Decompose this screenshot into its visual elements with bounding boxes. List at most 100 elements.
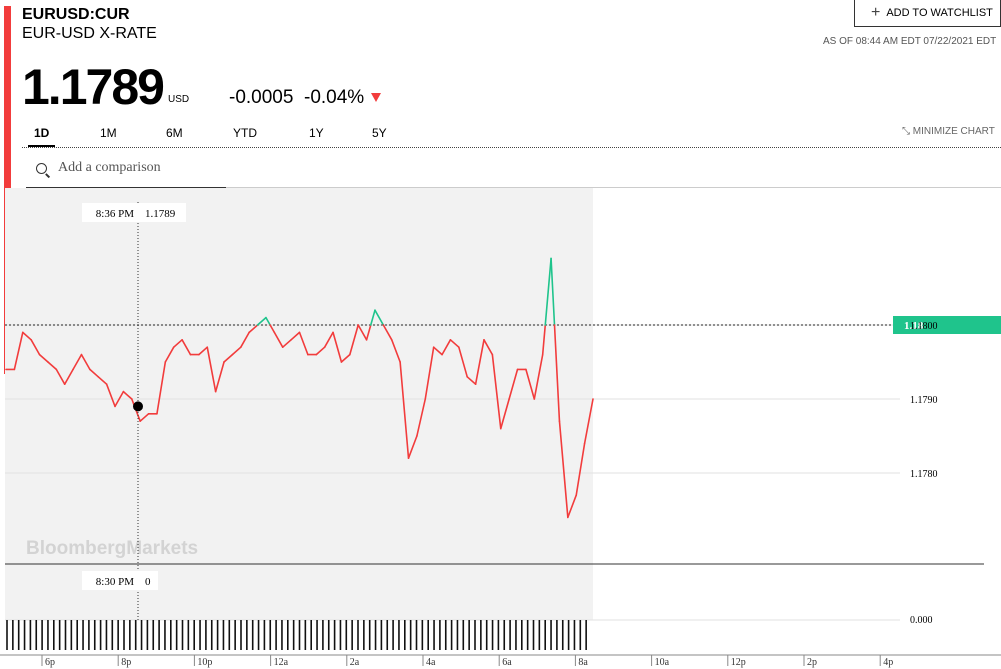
price-segment [533,353,544,400]
volume-tick-label: 0.000 [910,615,933,626]
tab-1y[interactable]: 1Y [309,126,324,140]
price-segment [248,324,259,334]
price-segment [558,420,569,519]
price-segment [80,353,91,371]
tab-ytd[interactable]: YTD [233,126,257,140]
y-tick-label: 1.1780 [910,469,938,480]
price-segment [575,442,586,497]
price-segment [206,346,217,393]
price-segment [223,353,234,363]
price-chart[interactable]: BloombergMarkets 1.18 1.1780 1.1790 1.1800… [0,188,1001,669]
price-segment [441,339,452,356]
minimize-chart-button[interactable]: ⤡ MINIMIZE CHART [902,126,995,137]
x-tick-label: 10p [197,657,212,668]
crosshair-marker [133,401,143,412]
price-segment [290,331,301,341]
price-segment [332,331,343,363]
y-tick-label: 1.1800 [910,321,938,332]
price-segment [416,398,427,437]
price-segment [357,324,368,341]
search-icon [36,163,47,174]
price-segment [567,494,578,519]
price-segment [21,331,32,341]
tab-1m[interactable]: 1M [100,126,117,140]
price-segment [164,346,175,363]
crosshair-tooltip [82,203,186,222]
x-tick-label: 6a [502,657,512,668]
price-segment [365,324,372,341]
price-segment [390,339,401,363]
tooltip-value: 1.1789 [145,208,176,220]
tab-1d[interactable]: 1D [27,126,56,147]
arrow-down-icon [371,93,381,102]
price-segment [30,339,41,356]
price-segment [55,368,66,385]
price-segment [47,361,58,371]
price-segment [483,339,494,356]
price-segment [265,316,271,326]
price-segment [458,346,469,378]
comparison-placeholder: Add a comparison [58,160,161,175]
price-segment [72,353,83,371]
price-segment [583,398,594,445]
x-tick-label: 8p [121,657,131,668]
y-axis: 1.1780 1.1790 1.1800 0.000 [910,321,938,626]
add-to-watchlist-label: ADD TO WATCHLIST [886,7,993,19]
price-segment [13,331,24,371]
x-tick-label: 2p [807,657,817,668]
volume-tooltip [82,571,158,590]
divider [226,187,1001,188]
price-change-percent: -0.04% [304,87,365,108]
price-segment [544,257,552,326]
plus-icon: + [871,4,881,21]
ticker-symbol: EURUSD:CUR [22,6,130,23]
add-to-watchlist-button[interactable]: + ADD TO WATCHLIST [854,0,1001,27]
price-segment [550,257,556,326]
as-of-timestamp: AS OF 08:44 AM EDT 07/22/2021 EDT [823,36,997,47]
price-segment [181,339,192,356]
price-segment [424,346,435,400]
price-segment [38,353,49,363]
price-segment [432,346,443,356]
y-tick-label: 1.1790 [910,395,938,406]
last-price: 1.1789 [22,59,165,115]
price-segment [156,361,167,415]
minimize-chart-label: MINIMIZE CHART [912,126,995,137]
price-segment [499,398,510,430]
price-segment [273,331,284,348]
comparison-search[interactable]: Add a comparison [26,152,226,188]
tooltip-time: 8:36 PM [96,208,134,220]
price-segment [541,324,547,356]
price-segment [114,390,125,408]
price-segment [340,353,351,363]
current-price-badge [893,316,1001,334]
price-segment [269,324,276,334]
price-segment [466,376,477,385]
tab-6m[interactable]: 6M [166,126,183,140]
price-segment [89,368,100,378]
price-segment [374,309,385,326]
price-segment [122,390,133,400]
price-segment [508,368,519,400]
price-segment [97,376,108,385]
x-tick-label: 8a [578,657,588,668]
price-segment [281,339,292,348]
security-name: EUR-USD X-RATE [22,25,157,42]
minimize-icon: ⤡ [902,126,910,137]
price-change: -0.0005 [229,87,294,108]
chart-plot-area [5,188,593,620]
price-segment [198,346,209,356]
price-segment [105,383,116,408]
x-tick-label: 4p [883,657,893,668]
price-segment [553,324,561,422]
price-currency: USD [168,94,190,105]
tab-5y[interactable]: 5Y [372,126,387,140]
x-tick-label: 2a [350,657,360,668]
volume-bars [6,620,587,650]
price-segment [323,331,334,348]
price-line [5,257,594,519]
price-segment [382,324,393,341]
price-segment [139,413,150,422]
x-tick-label: 6p [45,657,55,668]
price-segment [240,331,250,348]
